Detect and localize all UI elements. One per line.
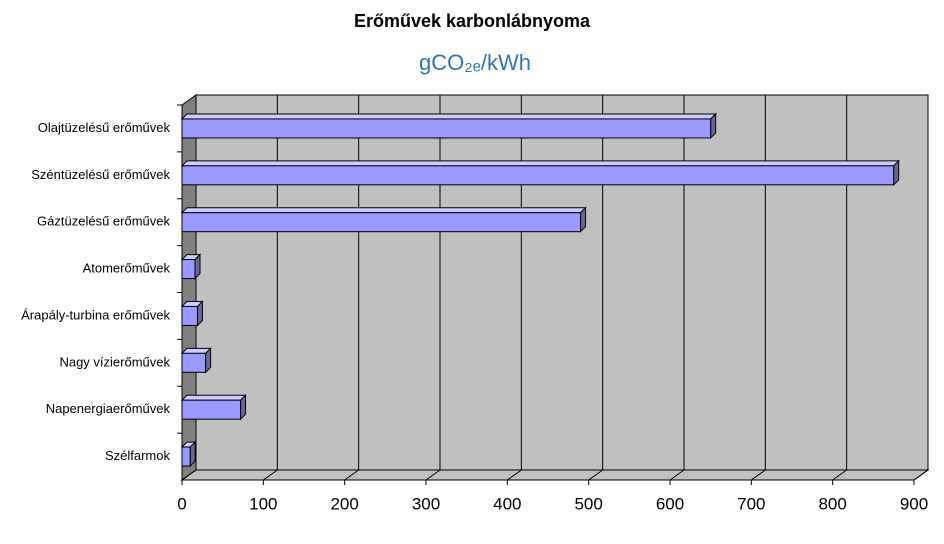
x-tick-label: 600 (656, 494, 684, 513)
x-tick-label: 200 (330, 494, 358, 513)
bar-side (189, 440, 196, 468)
floor-grid-line (263, 469, 278, 481)
x-tick-label: 800 (818, 494, 846, 513)
bar-top (180, 394, 247, 401)
chart-title: Erőművek karbonlábnyoma (354, 11, 591, 31)
x-tick-label: 300 (412, 494, 440, 513)
bar-side (893, 159, 900, 187)
y-tick-label: Nagy vízierőművek (59, 354, 170, 369)
y-tick-label: Gáztüzelésű erőművek (37, 214, 170, 229)
bar (181, 305, 198, 326)
y-tick-label: Napenergiaerőművek (46, 401, 171, 416)
bar (181, 118, 712, 139)
floor-grid-line (751, 469, 766, 481)
floor-grid-line (507, 469, 522, 481)
bar (181, 165, 895, 186)
side-wall (181, 94, 197, 481)
x-tick-label: 400 (493, 494, 521, 513)
floor (180, 469, 930, 481)
chart-subtitle: gCO₂ₑ/kWh (419, 50, 531, 75)
floor-grid-line (913, 469, 929, 481)
y-tick-label: Szélfarmok (105, 448, 171, 463)
bar-top (180, 113, 717, 120)
bar (181, 259, 196, 280)
bar-side (194, 253, 201, 280)
y-tick-label: Olajtüzelésű erőművek (38, 120, 171, 135)
y-tick-label: Atomerőművek (83, 261, 171, 276)
bar-side (196, 300, 203, 327)
x-tick-label: 100 (249, 494, 277, 513)
bar-top (180, 207, 587, 214)
bar-side (710, 112, 717, 140)
y-tick-label: Árapály-turbina erőművek (21, 307, 170, 322)
bar (181, 352, 207, 373)
x-tick-label: 700 (737, 494, 765, 513)
floor-grid-line (344, 469, 359, 481)
x-tick-label: 900 (900, 494, 928, 513)
bar-top (180, 160, 900, 167)
floor-grid-line (425, 469, 441, 481)
bar (181, 212, 582, 233)
bar (181, 446, 191, 467)
bar-side (205, 347, 212, 374)
back-wall (195, 94, 929, 471)
bar-side (240, 393, 247, 421)
bar (181, 399, 242, 420)
bar-side (580, 206, 587, 233)
floor-grid-line (832, 469, 847, 481)
x-tick-label: 500 (574, 494, 602, 513)
floor-grid-line (181, 469, 197, 481)
x-tick-label: 0 (177, 494, 186, 513)
floor-grid-line (588, 469, 603, 481)
floor-grid-line (669, 469, 685, 481)
y-tick-label: Széntüzelésű erőművek (31, 167, 170, 182)
